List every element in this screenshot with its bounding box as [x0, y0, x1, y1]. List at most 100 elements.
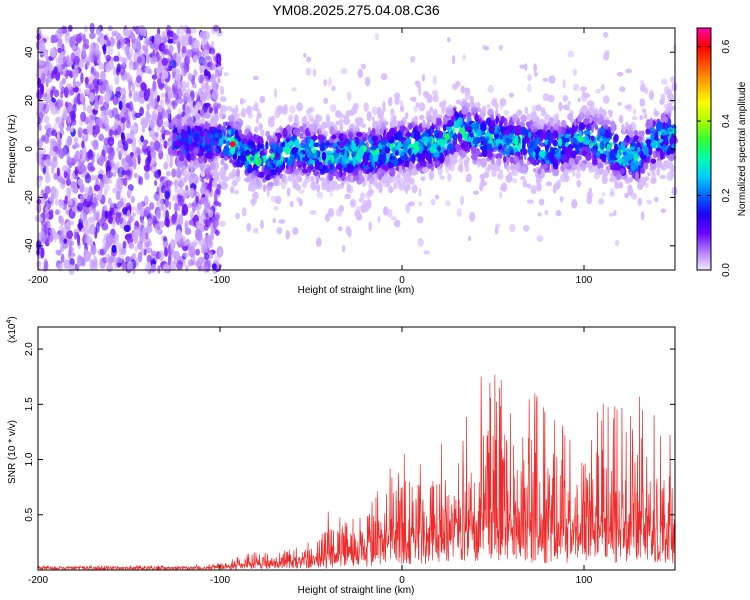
spectrogram-cell	[204, 189, 211, 200]
spectrogram-cell	[509, 223, 516, 233]
spectrogram-cell	[45, 163, 49, 176]
spectrogram-cell	[183, 192, 188, 199]
spectrogram-cell	[108, 256, 114, 264]
spectrogram-cell	[323, 79, 328, 87]
spectrogram-cell	[233, 189, 240, 195]
spectrogram-cell	[151, 74, 158, 80]
spectrogram-cell	[123, 177, 128, 187]
spectrogram-cell	[562, 79, 566, 89]
spectrogram-cell	[169, 238, 175, 251]
spectrogram-cell	[79, 193, 85, 204]
spectrogram-cell	[62, 107, 67, 120]
spectrogram-cell	[125, 120, 131, 129]
spectrogram-cell	[137, 240, 143, 250]
spectrogram-cell	[149, 120, 155, 129]
spectrogram-cell	[80, 72, 84, 84]
spectrogram-cell	[195, 91, 199, 97]
spectrogram-cell	[44, 185, 51, 195]
spectrogram-cell	[141, 144, 148, 153]
spectrogram-cell	[122, 240, 127, 249]
spectrogram-cell	[56, 259, 60, 269]
spectrogram-cell	[163, 48, 170, 55]
spectrogram-cell	[52, 35, 59, 42]
spectrogram-cell	[154, 33, 162, 45]
spectrogram-cell	[104, 210, 109, 219]
spectrogram-cell	[143, 164, 151, 172]
spectrogram-cell	[136, 202, 143, 211]
spectrogram-cell	[432, 94, 439, 103]
spectrogram-cell	[158, 220, 165, 228]
spectrogram-cell	[150, 58, 157, 65]
spectrogram-cell	[388, 177, 393, 183]
spectrogram-cell	[64, 32, 70, 43]
spectrogram-cell	[572, 68, 578, 76]
spectrogram-cell	[340, 68, 348, 75]
spectrogram-cell	[503, 155, 507, 163]
spectrogram-cell	[183, 56, 191, 66]
spectrogram-cell	[315, 175, 320, 185]
spectrogram-cell	[457, 158, 464, 164]
spectrogram-cell	[174, 202, 178, 213]
spectrogram-cell	[111, 30, 117, 37]
spectrogram-cell	[128, 48, 133, 59]
spectrogram-cell	[40, 159, 44, 167]
spectrogram-cell	[79, 163, 86, 175]
spectrogram-cell	[418, 102, 426, 112]
spectrogram-cell	[105, 178, 113, 184]
spectrogram-cell	[135, 256, 140, 268]
spectrogram-cell	[176, 168, 182, 178]
spectrogram-cell	[116, 40, 121, 50]
spectrogram-cell	[36, 28, 42, 36]
spectrogram-cell	[55, 71, 61, 82]
spectrogram-cell	[69, 110, 76, 121]
spectrogram-cell	[163, 161, 169, 170]
spectrogram-cell	[74, 231, 77, 240]
spectrogram-cell	[89, 162, 95, 173]
spectrogram-cell	[626, 103, 633, 112]
spectrogram-cell	[177, 108, 183, 115]
spectrogram-cell	[50, 70, 55, 80]
spectrogram-cell	[349, 198, 357, 208]
spectrogram-cell	[87, 149, 94, 160]
spectrogram-cell	[70, 125, 74, 133]
spectrogram-cell	[71, 43, 78, 52]
spectrogram-cell	[62, 68, 68, 75]
spectrogram-cell	[165, 109, 171, 120]
spectrogram-cell	[145, 37, 150, 48]
spectrogram-cell	[163, 247, 169, 257]
spectrogram-cell	[76, 259, 82, 266]
spectrogram-cell	[487, 84, 494, 94]
spectrogram-cell	[106, 170, 113, 179]
spectrogram-cell	[180, 80, 187, 92]
spectrogram-cell	[70, 181, 78, 193]
spectrogram-cell	[156, 200, 161, 207]
spectrogram-cell	[117, 166, 125, 178]
spectrogram-cell	[64, 222, 71, 232]
spectrogram-cell	[63, 259, 70, 269]
spectrogram-cell	[86, 105, 93, 114]
spectrogram-cell	[61, 43, 65, 52]
spectrogram-cell	[103, 115, 109, 127]
spectrogram-cell	[95, 222, 100, 233]
spectrogram-cell	[494, 226, 499, 235]
spectrogram-cell	[63, 86, 69, 98]
spectrogram-cell	[158, 205, 164, 211]
spectrogram-cell	[298, 189, 305, 194]
spectrogram-cell	[148, 68, 153, 75]
spectrogram-cell	[194, 104, 199, 113]
spectrogram-cell	[57, 47, 62, 54]
spectrogram-cell	[555, 210, 562, 217]
spectrogram-cell	[130, 195, 135, 204]
spectrogram-cell	[126, 233, 134, 245]
spectrogram-cell	[113, 55, 120, 62]
spectrogram-cell	[80, 111, 87, 122]
spectrogram-cell	[223, 163, 228, 171]
spectrogram-cell	[536, 235, 544, 242]
spectrogram-cell	[127, 110, 132, 119]
spectrogram-cell	[201, 39, 208, 45]
spectrogram-cell	[411, 184, 418, 194]
spectrogram-cell	[147, 87, 151, 97]
spectrogram-cell	[248, 186, 252, 192]
spectrogram-cell	[150, 250, 158, 256]
spectrogram-cell	[178, 179, 184, 189]
